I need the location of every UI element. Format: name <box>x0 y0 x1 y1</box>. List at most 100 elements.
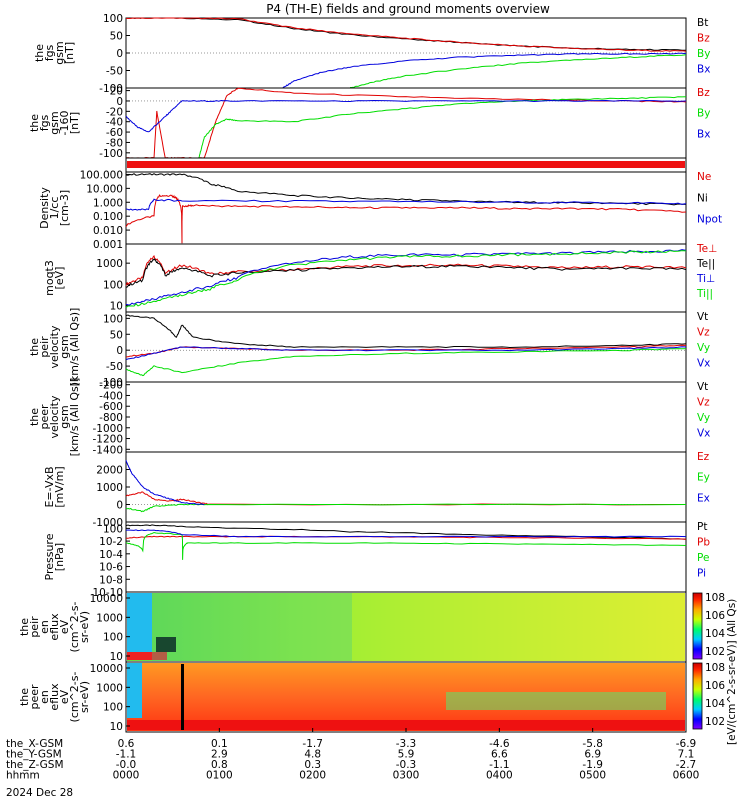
y-tick-label: 100 <box>103 13 123 25</box>
y-tick-label: 1000 <box>96 482 123 494</box>
y-tick-label: 10-2 <box>99 536 123 548</box>
y-tick-label: 10000 <box>90 593 123 605</box>
y-axis-label: peir <box>28 616 41 638</box>
panel-frame <box>125 381 687 453</box>
y-axis-label: en <box>38 690 51 704</box>
x-tick-label: -1.7 <box>302 738 323 750</box>
efield-series-ex <box>125 460 205 505</box>
y-axis-label: [eV] <box>53 267 66 290</box>
peir_velocity-series-vt <box>125 314 687 349</box>
legend-label: Bz <box>697 87 710 99</box>
y-axis-label: [nT] <box>63 42 76 64</box>
y-axis-label: eV <box>58 619 71 634</box>
legend-label: By <box>697 48 710 60</box>
y-tick-label: 1.000 <box>93 197 123 209</box>
y-tick-label: 10-4 <box>99 549 123 561</box>
y-tick-label: 0.001 <box>93 239 123 251</box>
colorbar-tick-label: 106 <box>705 610 725 622</box>
y-axis-label: velocity <box>48 325 61 368</box>
y-tick-label: 10-6 <box>99 562 123 574</box>
efield-series-ez <box>125 491 686 506</box>
y-axis-label: [km/s (All Qs)] <box>68 378 81 457</box>
y-tick-label: 10.000 <box>86 183 123 195</box>
legend-label: Vx <box>697 358 710 370</box>
x-row-label: hhmm <box>6 770 40 782</box>
x-tick-label: -2.7 <box>676 759 697 771</box>
legend-label: Vz <box>697 327 710 339</box>
y-axis-label: E=-VxB <box>43 466 56 507</box>
temperature-series-te <box>125 258 687 288</box>
y-tick-label: 1000 <box>96 612 123 624</box>
y-tick-label: 100 <box>103 279 123 291</box>
x-tick-label: -3.3 <box>396 738 417 750</box>
x-tick-label: 4.8 <box>304 749 321 761</box>
y-axis-label: velocity <box>48 395 61 438</box>
y-tick-label: -1000 <box>92 423 123 435</box>
legend-label: Te|| <box>696 258 715 270</box>
peir_velocity-series-vx <box>125 346 687 361</box>
panel-frame <box>125 451 687 523</box>
legend-label: Ey <box>697 472 710 484</box>
y-axis-label: [cm-3] <box>58 190 71 226</box>
legend-label: Ti⊥ <box>696 273 715 285</box>
x-tick-label: 0600 <box>673 770 700 782</box>
y-axis-label: peir <box>38 336 51 358</box>
temperature-series-ti <box>125 250 687 309</box>
colorbar-bottom <box>692 662 703 730</box>
y-axis-label: eflux <box>48 683 61 711</box>
y-tick-label: -100 <box>99 377 123 389</box>
y-tick-label: 0.010 <box>93 225 123 237</box>
y-tick-label: 20 <box>110 86 123 98</box>
spectrogram-gap <box>156 637 176 652</box>
colorbar-tick-label: 108 <box>705 592 725 604</box>
y-axis-label: the <box>18 688 31 706</box>
fgs_gsm-series-bt <box>125 17 687 51</box>
fgs_gsm_zoom-series-by <box>198 96 687 159</box>
legend-label: Bt <box>697 17 708 29</box>
y-tick-label: -600 <box>99 401 123 413</box>
legend-label: Ex <box>697 492 710 504</box>
legend-label: Vy <box>697 342 710 354</box>
x-tick-label: 0.3 <box>304 759 321 771</box>
y-axis-label: fgs <box>38 114 51 131</box>
figure-title: P4 (TH-E) fields and ground moments over… <box>266 2 550 16</box>
x-tick-label: 0.8 <box>211 759 228 771</box>
y-tick-label: 0 <box>116 96 123 108</box>
y-axis-label: 1/cc <box>48 197 61 220</box>
legend-label: Pe <box>697 552 709 564</box>
x-tick-label: 7.1 <box>678 749 695 761</box>
fgs_gsm-series-bz <box>125 17 687 52</box>
y-axis-label: sr-eV) <box>78 681 91 713</box>
x-tick-label: 2.9 <box>211 749 228 761</box>
legend-label: Ne <box>697 171 711 183</box>
x-tick-label: -1.1 <box>116 749 137 761</box>
spectrogram-background <box>127 593 685 661</box>
y-axis-label: [km/s (All Qs)] <box>68 308 81 387</box>
y-tick-label: 2000 <box>96 465 123 477</box>
spectrogram-cold-band <box>127 663 142 718</box>
x-tick-label: 0500 <box>579 770 606 782</box>
y-axis-label: moqt3 <box>43 260 56 296</box>
y-axis-label: the <box>28 338 41 356</box>
y-axis-label: (cm^2-s- <box>68 672 81 723</box>
colorbar-tick-label: 102 <box>705 716 725 728</box>
ground_moments-series-ne <box>125 194 687 244</box>
x-tick-label: 6.6 <box>491 749 508 761</box>
y-axis-label: the <box>18 618 31 636</box>
efield-series-ey <box>125 503 687 513</box>
x-tick-label: -5.8 <box>582 738 603 750</box>
y-tick-label: 100 <box>103 313 123 325</box>
y-tick-label: 1000 <box>96 682 123 694</box>
y-tick-label: -20 <box>106 106 123 118</box>
y-axis-label: en <box>38 620 51 634</box>
x-tick-label: 0300 <box>393 770 420 782</box>
peir_spectrogram-image <box>127 593 685 661</box>
peir_velocity-series-vy <box>125 348 687 377</box>
spectrogram-gap <box>181 664 184 730</box>
pressure-series-pi <box>125 529 687 538</box>
spectrogram-hot-band <box>127 652 167 660</box>
legend-label: Bz <box>697 33 710 45</box>
temperature-series-ti <box>125 249 687 306</box>
x-tick-label: 0000 <box>113 770 140 782</box>
x-tick-label: -0.3 <box>396 759 417 771</box>
